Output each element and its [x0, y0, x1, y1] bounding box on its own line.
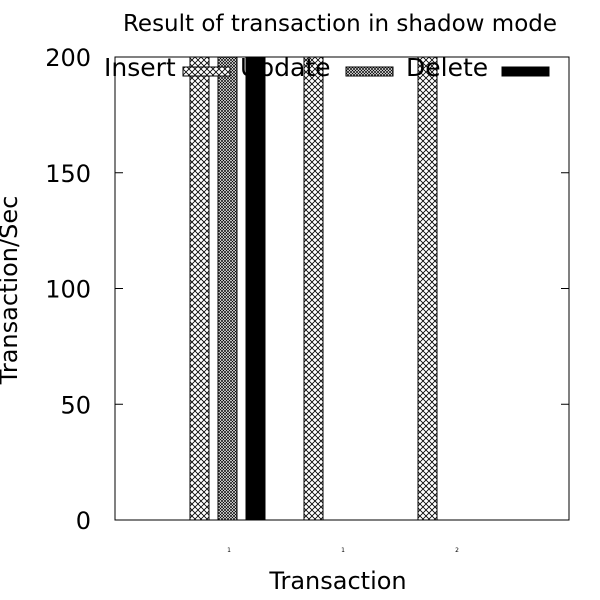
y-tick-label: 200 — [45, 44, 91, 72]
x-tick-label: 1 — [227, 547, 231, 554]
chart-title: Result of transaction in shadow mode — [123, 11, 557, 37]
y-tick-label: 100 — [45, 276, 91, 304]
legend-swatch-insert — [182, 66, 231, 77]
legend-label-insert: Insert — [104, 53, 176, 82]
x-tick-label: 2 — [455, 547, 459, 554]
legend-label-delete: Delete — [406, 53, 488, 82]
x-axis: 1 1 2 — [227, 547, 459, 554]
legend-swatch-delete — [501, 66, 550, 77]
bars — [189, 56, 438, 521]
legend-label-update: Update — [240, 53, 331, 82]
plot-frame — [114, 56, 570, 521]
bar-insert-1 — [303, 56, 324, 521]
y-axis: 0 50 100 150 200 — [45, 44, 569, 535]
legend: Insert Update Delete — [104, 53, 550, 82]
y-tick-label: 0 — [76, 507, 91, 535]
y-axis-label: Transaction/Sec — [0, 196, 23, 386]
bar-insert-0 — [189, 56, 210, 521]
legend-swatch-update — [345, 66, 394, 77]
x-axis-label: Transaction — [268, 567, 406, 595]
bar-update-0 — [217, 56, 238, 521]
bar-insert-2 — [417, 56, 438, 521]
bar-delete-0 — [245, 56, 266, 521]
y-tick-label: 150 — [45, 160, 91, 188]
x-tick-label: 1 — [341, 547, 345, 554]
y-tick-label: 50 — [60, 391, 91, 419]
